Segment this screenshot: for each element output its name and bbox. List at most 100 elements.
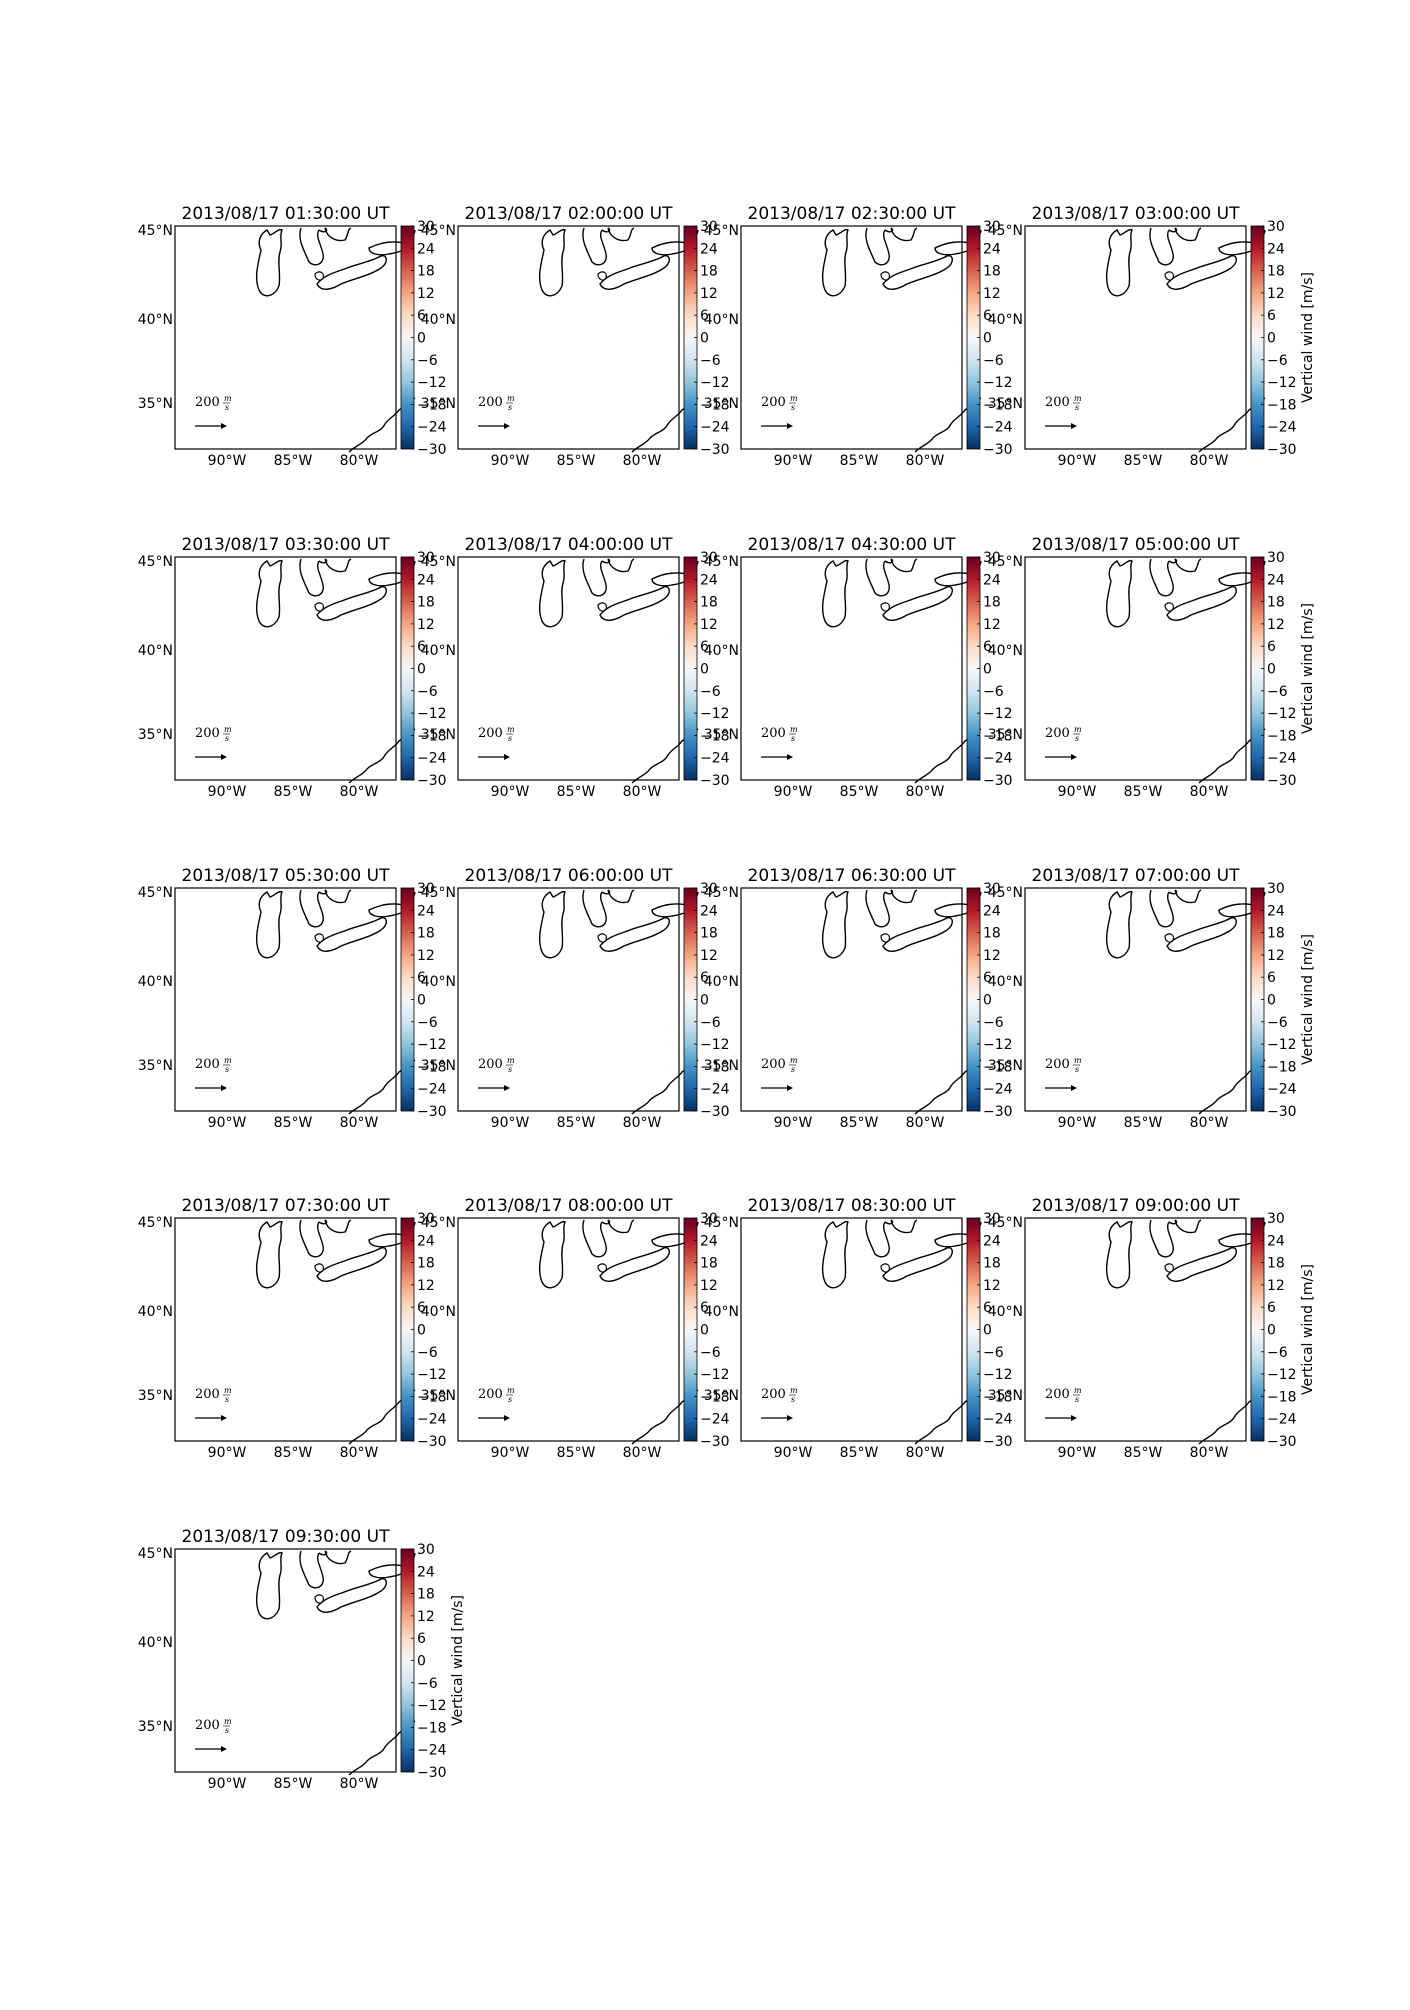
- colorbar-tick-label: 30: [700, 550, 718, 566]
- colorbar-tick-label: 24: [417, 1233, 435, 1249]
- quiver-key-arrow-head: [504, 754, 510, 760]
- colorbar-tick-label: −24: [417, 1743, 447, 1759]
- quiver-key-unit-num: m: [790, 725, 798, 734]
- quiver-key-unit-num: m: [1074, 1056, 1082, 1065]
- map-panel: 2013/08/17 07:00:00 UT 45°N 40°N 35°N 90°W 85…: [988, 866, 1316, 1131]
- lat-tick-label: 40°N: [421, 312, 456, 328]
- quiver-key-unit-den: s: [508, 403, 512, 412]
- lat-tick-label: 40°N: [421, 974, 456, 990]
- colorbar-tick-label: −30: [417, 1104, 447, 1120]
- colorbar-tick-label: 30: [1267, 881, 1285, 897]
- colorbar-tick-label: 24: [700, 1233, 718, 1249]
- colorbar-tick-label: 24: [1267, 1233, 1285, 1249]
- lon-tick-label: 85°W: [840, 1115, 879, 1131]
- colorbar: 30 24 18 12 6 0 −6 −12 −18 −24 −30 Vertical wind [m…: [400, 1542, 466, 1781]
- panel-title: 2013/08/17 03:30:00 UT: [182, 535, 391, 555]
- map-panel: 2013/08/17 01:30:00 UT 45°N 40°N 35°N 90°W 85…: [138, 204, 447, 469]
- lat-tick-label: 40°N: [138, 1635, 173, 1651]
- quiver-key-unit-num: m: [224, 394, 232, 403]
- colorbar-tick-label: −30: [700, 1434, 730, 1450]
- colorbar-tick-label: 6: [417, 1300, 426, 1316]
- colorbar-tick-label: −6: [417, 1015, 438, 1031]
- lat-tick-label: 35°N: [988, 396, 1023, 412]
- colorbar-tick-label: 6: [1267, 970, 1276, 986]
- colorbar-tick-label: 6: [417, 639, 426, 655]
- colorbar-tick-label: −18: [417, 1389, 447, 1405]
- colorbar-tick-label: 0: [700, 662, 709, 678]
- quiver-key-arrow-head: [221, 1415, 227, 1421]
- panel-title: 2013/08/17 02:30:00 UT: [748, 204, 957, 224]
- colorbar-tick-label: −12: [700, 706, 730, 722]
- colorbar-tick-label: −18: [1267, 728, 1297, 744]
- quiver-key: 200 ms: [761, 1056, 798, 1091]
- lon-tick-label: 90°W: [774, 784, 813, 800]
- lon-tick-label: 80°W: [906, 1445, 945, 1461]
- colorbar-tick-label: −18: [417, 397, 447, 413]
- colorbar-tick-label: −30: [983, 773, 1013, 789]
- panel-title: 2013/08/17 09:30:00 UT: [182, 1527, 391, 1547]
- colorbar-tick-label: −18: [700, 397, 730, 413]
- map-panel: 2013/08/17 06:00:00 UT 45°N 40°N 35°N 90°W 85…: [421, 866, 730, 1131]
- lon-tick-label: 90°W: [774, 1445, 813, 1461]
- map-frame: [740, 225, 963, 450]
- panel-title: 2013/08/17 02:00:00 UT: [465, 204, 674, 224]
- colorbar-tick-label: −24: [700, 420, 730, 436]
- lon-tick-label: 85°W: [1124, 1445, 1163, 1461]
- lat-tick-label: 40°N: [988, 1304, 1023, 1320]
- colorbar-tick-label: 30: [983, 550, 1001, 566]
- colorbar: 30 24 18 12 6 0 −6 −12 −18 −24 −30: [400, 881, 447, 1120]
- colorbar-tick-label: −18: [1267, 397, 1297, 413]
- colorbar-tick-label: 0: [417, 1323, 426, 1339]
- map-frame: [174, 1217, 397, 1442]
- colorbar-tick-label: 6: [983, 970, 992, 986]
- map-frame: [1024, 225, 1247, 450]
- quiver-key: 200 ms: [478, 394, 515, 429]
- map-panel: 2013/08/17 09:30:00 UT 45°N 40°N 35°N 90°W 85…: [138, 1527, 466, 1792]
- colorbar-tick-label: −18: [417, 728, 447, 744]
- colorbar-tick-label: −30: [700, 773, 730, 789]
- quiver-key: 200 ms: [761, 1386, 798, 1421]
- colorbar-tick-label: 30: [1267, 550, 1285, 566]
- colorbar-tick-label: 18: [700, 595, 718, 611]
- colorbar-tick-label: 30: [417, 1542, 435, 1558]
- lon-tick-label: 90°W: [774, 1115, 813, 1131]
- lat-tick-label: 45°N: [704, 1215, 739, 1231]
- lon-tick-label: 80°W: [340, 1776, 379, 1792]
- quiver-key-arrow-head: [504, 1085, 510, 1091]
- lat-tick-label: 45°N: [138, 1546, 173, 1562]
- colorbar-tick-label: 12: [700, 1278, 718, 1294]
- quiver-key-arrow-head: [787, 754, 793, 760]
- quiver-key-unit-den: s: [225, 1726, 229, 1735]
- colorbar-tick-label: 0: [983, 331, 992, 347]
- colorbar-tick-label: −30: [700, 442, 730, 458]
- quiver-key: 200 ms: [195, 1386, 232, 1421]
- lon-tick-label: 80°W: [340, 784, 379, 800]
- quiver-key-unit-num: m: [224, 1056, 232, 1065]
- quiver-key: 200 ms: [195, 1056, 232, 1091]
- colorbar-tick-label: 18: [417, 1587, 435, 1603]
- map-frame: [174, 556, 397, 781]
- colorbar: 30 24 18 12 6 0 −6 −12 −18 −24 −30: [400, 1211, 447, 1450]
- colorbar-tick-label: 12: [983, 617, 1001, 633]
- quiver-key: 200 ms: [1045, 725, 1082, 760]
- lat-tick-label: 35°N: [704, 396, 739, 412]
- colorbar-tick-label: 30: [1267, 219, 1285, 235]
- colorbar-tick-label: 18: [983, 1256, 1001, 1272]
- colorbar-tick-label: 0: [1267, 1323, 1276, 1339]
- colorbar-tick-label: 24: [983, 241, 1001, 257]
- colorbar-tick-label: −6: [417, 353, 438, 369]
- colorbar: 30 24 18 12 6 0 −6 −12 −18 −24 −30: [966, 1211, 1013, 1450]
- lon-tick-label: 80°W: [340, 1445, 379, 1461]
- colorbar-tick-label: 6: [417, 970, 426, 986]
- colorbar-tick-label: 30: [417, 550, 435, 566]
- quiver-key-arrow-head: [221, 1746, 227, 1752]
- quiver-key-value: 200: [478, 1057, 503, 1072]
- colorbar-tick-label: −18: [1267, 1059, 1297, 1075]
- colorbar-tick-label: −24: [1267, 1082, 1297, 1098]
- quiver-key-unit-num: m: [224, 1386, 232, 1395]
- quiver-key-unit-num: m: [507, 1386, 515, 1395]
- quiver-key-unit-den: s: [1075, 403, 1079, 412]
- colorbar-tick-label: 18: [983, 926, 1001, 942]
- colorbar-tick-label: −12: [417, 1037, 447, 1053]
- lon-tick-label: 85°W: [274, 1776, 313, 1792]
